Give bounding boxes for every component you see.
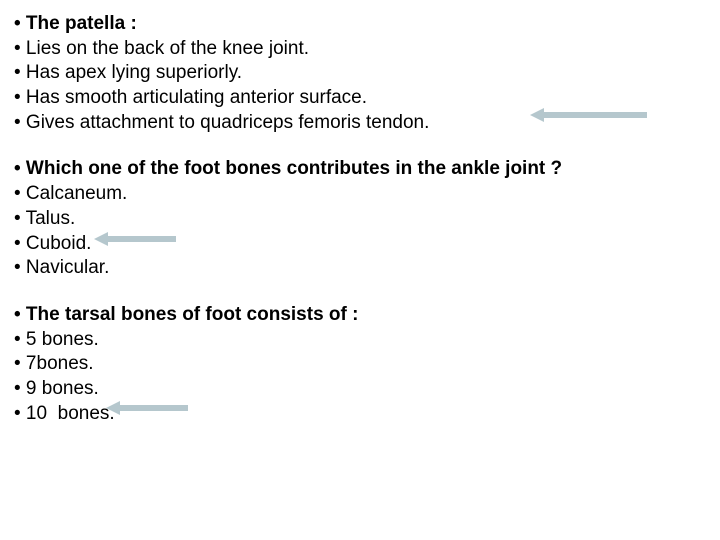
option: • 5 bones. [14, 328, 706, 353]
option: • Lies on the back of the knee joint. [14, 37, 706, 62]
option: • Navicular. [14, 256, 706, 281]
question-block-2: • Which one of the foot bones contribute… [14, 157, 706, 280]
option: • Has apex lying superiorly. [14, 61, 706, 86]
option: • 7bones. [14, 352, 706, 377]
option: • 9 bones. [14, 377, 706, 402]
option: • Talus. [14, 207, 706, 232]
option: • Calcaneum. [14, 182, 706, 207]
question-title: • The tarsal bones of foot consists of : [14, 303, 706, 328]
option: • Has smooth articulating anterior surfa… [14, 86, 706, 111]
question-title: • The patella : [14, 12, 706, 37]
question-title: • Which one of the foot bones contribute… [14, 157, 706, 182]
